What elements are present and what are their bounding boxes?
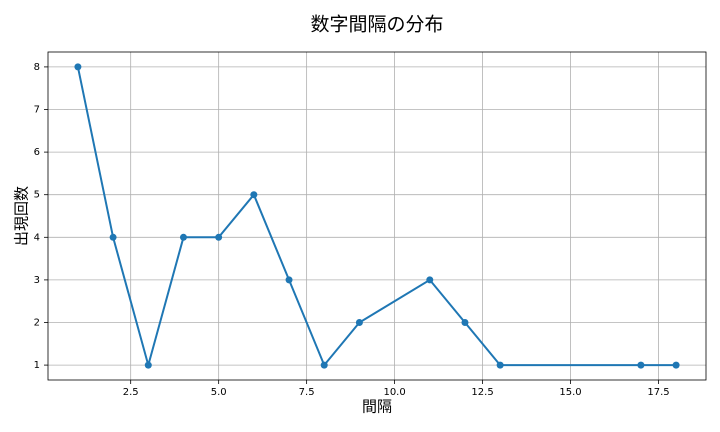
data-point (672, 361, 680, 369)
y-tick-label: 6 (34, 147, 40, 158)
y-tick-label: 5 (34, 190, 40, 201)
x-tick-label: 15.0 (559, 387, 581, 398)
data-point (250, 191, 258, 199)
x-tick-label: 7.5 (299, 387, 315, 398)
data-point (179, 233, 187, 241)
data-point (355, 318, 363, 326)
x-axis-label: 間隔 (362, 398, 392, 416)
x-tick-label: 5.0 (211, 387, 227, 398)
data-point (74, 63, 82, 71)
y-axis-label: 出現回数 (13, 186, 31, 246)
data-point (496, 361, 504, 369)
data-point (320, 361, 328, 369)
data-line (76, 66, 677, 369)
data-point (285, 276, 293, 284)
x-tick-label: 12.5 (471, 387, 493, 398)
data-point (426, 276, 434, 284)
x-tick-label: 2.5 (123, 387, 139, 398)
y-tick-label: 1 (34, 360, 40, 371)
y-tick-label: 7 (34, 105, 40, 116)
plot-frame (47, 51, 707, 381)
data-point (109, 233, 117, 241)
chart-title: 数字間隔の分布 (310, 14, 443, 36)
x-tick-label: 17.5 (647, 387, 669, 398)
y-tick-label: 4 (34, 232, 40, 243)
y-tick-label: 8 (34, 62, 40, 73)
y-tick-label: 2 (34, 317, 40, 328)
y-tick-label: 3 (34, 275, 40, 286)
x-tick-label: 10.0 (383, 387, 405, 398)
data-point (144, 361, 152, 369)
data-point (637, 361, 645, 369)
data-point (461, 318, 469, 326)
data-point (215, 233, 223, 241)
